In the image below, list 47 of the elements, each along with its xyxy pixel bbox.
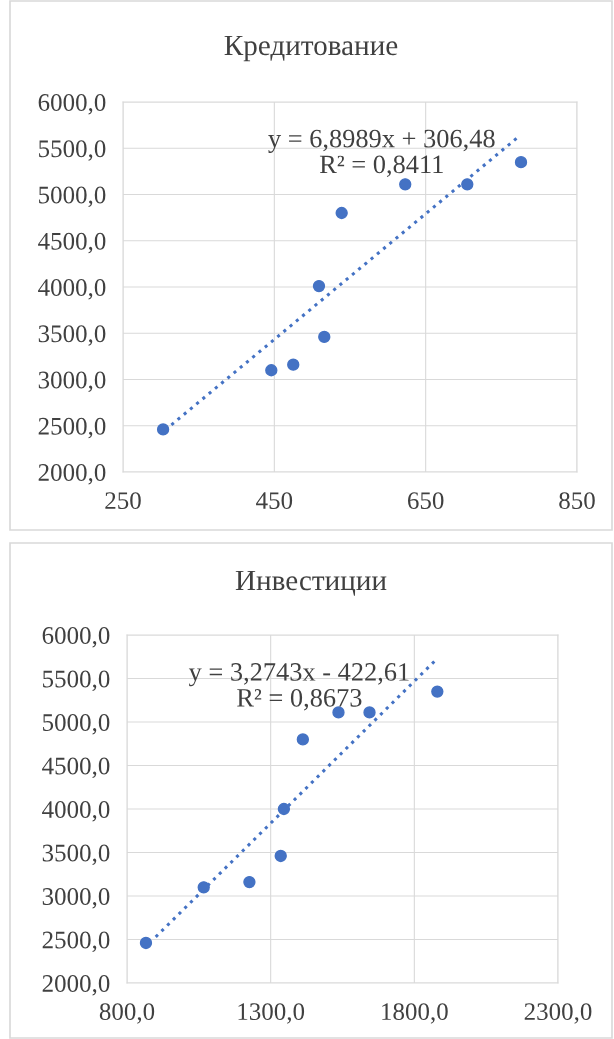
y-tick-label: 5000,0 xyxy=(43,714,110,735)
point xyxy=(277,802,291,816)
annotation: y = 3,2743x - 422,61 R² = 0,8673 xyxy=(188,663,409,711)
y-tick-label: 5000,0 xyxy=(39,186,106,208)
y-tick-label: 2500,0 xyxy=(38,417,106,439)
x-tick-label: 650 xyxy=(407,492,444,510)
y-tick-label: 3000,0 xyxy=(42,888,110,909)
point xyxy=(318,330,331,344)
y-tick-label: 2000,0 xyxy=(38,464,106,485)
y-tick-label: 2500,0 xyxy=(42,931,110,953)
y-tick-label: 3500,0 xyxy=(38,325,106,346)
y-tick-label: 5500,0 xyxy=(39,140,106,161)
y-tick-label: 3500,0 xyxy=(42,844,110,866)
chart-title: Кредитование xyxy=(224,35,398,62)
point xyxy=(243,875,256,889)
y-tick-label: 6000,0 xyxy=(38,94,106,115)
x-tick-label: 1800,0 xyxy=(382,1003,448,1024)
x-tick-label: 2300,0 xyxy=(524,1003,592,1024)
y-tick-label: 4500,0 xyxy=(38,232,106,254)
point xyxy=(399,178,412,191)
y-tick-label: 6000,0 xyxy=(42,627,110,648)
point xyxy=(287,358,300,371)
point xyxy=(274,849,287,863)
point xyxy=(312,279,326,293)
point xyxy=(461,178,474,191)
chart-title: Инвестиции xyxy=(235,570,387,596)
point xyxy=(139,936,153,950)
x-tick-label: 800,0 xyxy=(99,1003,155,1024)
point xyxy=(156,423,170,436)
y-tick-label: 4000,0 xyxy=(38,279,106,300)
y-tick-label: 3000,0 xyxy=(38,371,106,393)
y-tick-label: 5500,0 xyxy=(43,670,110,692)
point xyxy=(431,685,444,698)
y-tick-label: 4000,0 xyxy=(42,801,110,822)
x-tick-label: 450 xyxy=(256,492,293,510)
point xyxy=(265,364,278,377)
point xyxy=(514,155,528,169)
point xyxy=(335,206,348,220)
point xyxy=(197,881,210,894)
annotation: y = 6,8989x + 306,48 R² = 0,8411 xyxy=(268,129,495,178)
y-tick-label: 4500,0 xyxy=(42,757,110,779)
x-tick-label: 250 xyxy=(105,492,141,510)
x-tick-label: 850 xyxy=(559,492,595,510)
point xyxy=(363,706,376,719)
point xyxy=(296,733,310,746)
x-tick-label: 1300,0 xyxy=(238,1003,305,1024)
y-tick-label: 2000,0 xyxy=(42,975,110,996)
